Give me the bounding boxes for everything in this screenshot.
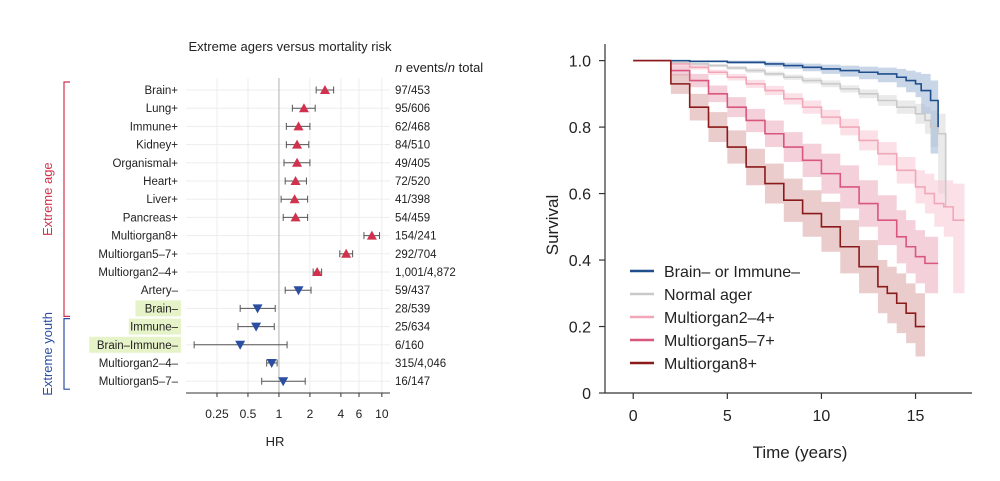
- survival-line: [633, 59, 965, 221]
- survival-y-tick-label: 0.8: [569, 120, 591, 137]
- row-label: Pancreas+: [123, 212, 179, 224]
- events-value: 25/634: [395, 322, 431, 334]
- events-value: 315/4,046: [395, 358, 446, 370]
- hr-marker-up: [298, 103, 309, 113]
- hr-marker-down: [252, 304, 263, 314]
- survival-y-tick-label: 0.2: [569, 320, 591, 337]
- forest-x-tick-label: 0.5: [240, 407, 257, 421]
- survival-y-axis-label: Survival: [543, 195, 562, 255]
- row-label: Multiorgan2–4–: [99, 358, 179, 370]
- hr-marker-up: [290, 176, 301, 185]
- hr-marker-down: [235, 340, 246, 350]
- hr-marker-up: [312, 267, 323, 276]
- hr-marker-up: [292, 157, 303, 167]
- group-label: Extreme age: [40, 162, 55, 236]
- events-value: 59/437: [395, 285, 430, 297]
- hr-marker-up: [289, 194, 300, 204]
- forest-x-tick-label: 2: [307, 407, 314, 421]
- survival-line: [633, 59, 925, 328]
- hr-marker-up: [341, 248, 352, 258]
- forest-plot: Extreme agers versus mortality risk n ev…: [40, 39, 483, 449]
- hr-marker-up: [290, 212, 301, 222]
- survival-x-tick-label: 5: [723, 408, 732, 425]
- events-value: 54/459: [395, 212, 430, 224]
- confidence-band: [633, 60, 965, 393]
- events-value: 95/606: [395, 103, 430, 115]
- forest-title: Extreme agers versus mortality risk: [189, 39, 392, 54]
- forest-x-tick-label: 10: [375, 407, 389, 421]
- events-column-header: n events/n total: [395, 60, 483, 75]
- hr-marker-up: [293, 121, 304, 131]
- row-label: Immune–: [130, 322, 179, 334]
- survival-x-tick-label: 0: [629, 408, 638, 425]
- survival-plot-panel: 0 0.2 0.4 0.6 0.8 1.0 0 5 10 15 Brain– or Immune–…: [530, 0, 1000, 476]
- forest-x-axis-label: HR: [266, 434, 285, 449]
- forest-x-tick-label: 1: [276, 407, 283, 421]
- row-label: Heart+: [143, 176, 178, 188]
- events-value: 6/160: [395, 340, 424, 352]
- hr-marker-up: [366, 230, 377, 240]
- hr-marker-up: [319, 85, 330, 94]
- events-value: 41/398: [395, 194, 430, 206]
- row-label-highlight: [128, 318, 181, 335]
- survival-x-axis-label: Time (years): [753, 443, 848, 462]
- events-value: 62/468: [395, 121, 430, 133]
- row-label: Multiorgan8+: [111, 231, 178, 243]
- survival-x-tick-label: 10: [813, 408, 831, 425]
- row-label: Liver+: [146, 194, 178, 206]
- events-value: 16/147: [395, 376, 430, 388]
- group-label: Extreme youth: [40, 312, 55, 396]
- forest-x-tick-label: 4: [338, 407, 345, 421]
- events-value: 84/510: [395, 140, 430, 152]
- survival-y-tick-label: 0.4: [569, 253, 591, 270]
- legend-label: Multiorgan2–4+: [664, 310, 775, 327]
- legend-label: Multiorgan8+: [664, 356, 757, 373]
- forest-plot-panel: Extreme agers versus mortality risk n ev…: [40, 39, 483, 449]
- forest-x-tick-label: 0.25: [205, 407, 229, 421]
- row-label-highlight: [135, 300, 181, 317]
- events-value: 49/405: [395, 158, 430, 170]
- row-label: Kidney+: [136, 140, 178, 152]
- survival-x-tick-label: 15: [907, 408, 925, 425]
- group-bracket: [63, 81, 70, 317]
- events-value: 97/453: [395, 85, 430, 97]
- row-label: Brain–: [145, 303, 179, 315]
- group-bracket: [63, 318, 70, 390]
- row-label: Multiorgan5–7+: [98, 249, 178, 261]
- row-label: Artery–: [141, 285, 179, 297]
- hr-marker-down: [251, 322, 262, 332]
- row-label: Brain–Immune–: [97, 340, 179, 352]
- row-label: Organismal+: [112, 158, 178, 170]
- row-label: Lung+: [146, 103, 179, 115]
- survival-line: [633, 59, 939, 128]
- survival-y-tick-label: 1.0: [569, 54, 591, 71]
- confidence-band: [633, 60, 939, 300]
- hr-marker-down: [266, 359, 277, 368]
- confidence-band: [633, 60, 939, 194]
- events-value: 72/520: [395, 176, 430, 188]
- survival-line: [633, 59, 947, 207]
- legend-label: Normal ager: [664, 287, 753, 304]
- row-label: Multiorgan2–4+: [98, 267, 178, 279]
- survival-y-tick-label: 0.6: [569, 187, 591, 204]
- forest-x-tick-label: 6: [356, 407, 363, 421]
- survival-plot: 0 0.2 0.4 0.6 0.8 1.0 0 5 10 15 Brain– or Immune–…: [543, 44, 972, 462]
- survival-y-tick-label: 0: [582, 386, 591, 403]
- hr-marker-up: [292, 139, 303, 149]
- events-value: 28/539: [395, 303, 430, 315]
- legend-label: Multiorgan5–7+: [664, 333, 775, 350]
- events-value: 154/241: [395, 231, 437, 243]
- events-value: 1,001/4,872: [395, 267, 456, 279]
- events-value: 292/704: [395, 249, 437, 261]
- row-label: Multiorgan5–7–: [99, 376, 179, 388]
- hr-marker-down: [278, 377, 289, 387]
- hr-marker-down: [293, 286, 304, 296]
- row-label-highlight: [89, 336, 181, 353]
- legend-label: Brain– or Immune–: [664, 264, 800, 281]
- row-label: Immune+: [130, 121, 179, 133]
- survival-line: [633, 59, 939, 265]
- row-label: Brain+: [144, 85, 178, 97]
